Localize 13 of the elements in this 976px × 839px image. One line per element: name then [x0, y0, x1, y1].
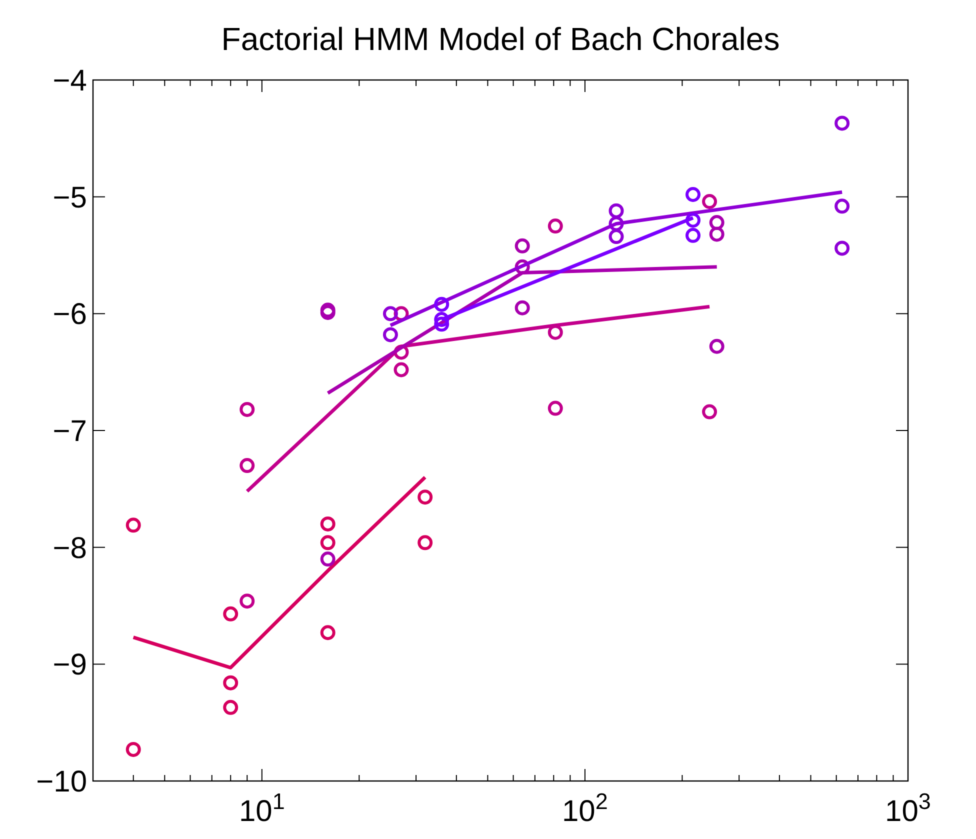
y-tick-label: −9: [52, 648, 87, 682]
y-tick-label: −5: [52, 181, 87, 214]
line-series: [132, 475, 427, 670]
y-tick-label: −8: [52, 532, 87, 565]
chart-title: Factorial HMM Model of Bach Chorales: [221, 21, 780, 57]
y-tick-label: −6: [52, 298, 87, 332]
y-tick-label: −10: [36, 766, 87, 798]
line-series: [245, 304, 712, 494]
x-tick-label: 10$^{2}$: [562, 788, 608, 828]
x-tick-label: 10$^{1}$: [238, 788, 285, 828]
y-tick-label: −7: [52, 415, 87, 448]
x-tick-label: 10$^{3}$: [885, 788, 931, 828]
y-tick-label: −4: [52, 64, 87, 98]
